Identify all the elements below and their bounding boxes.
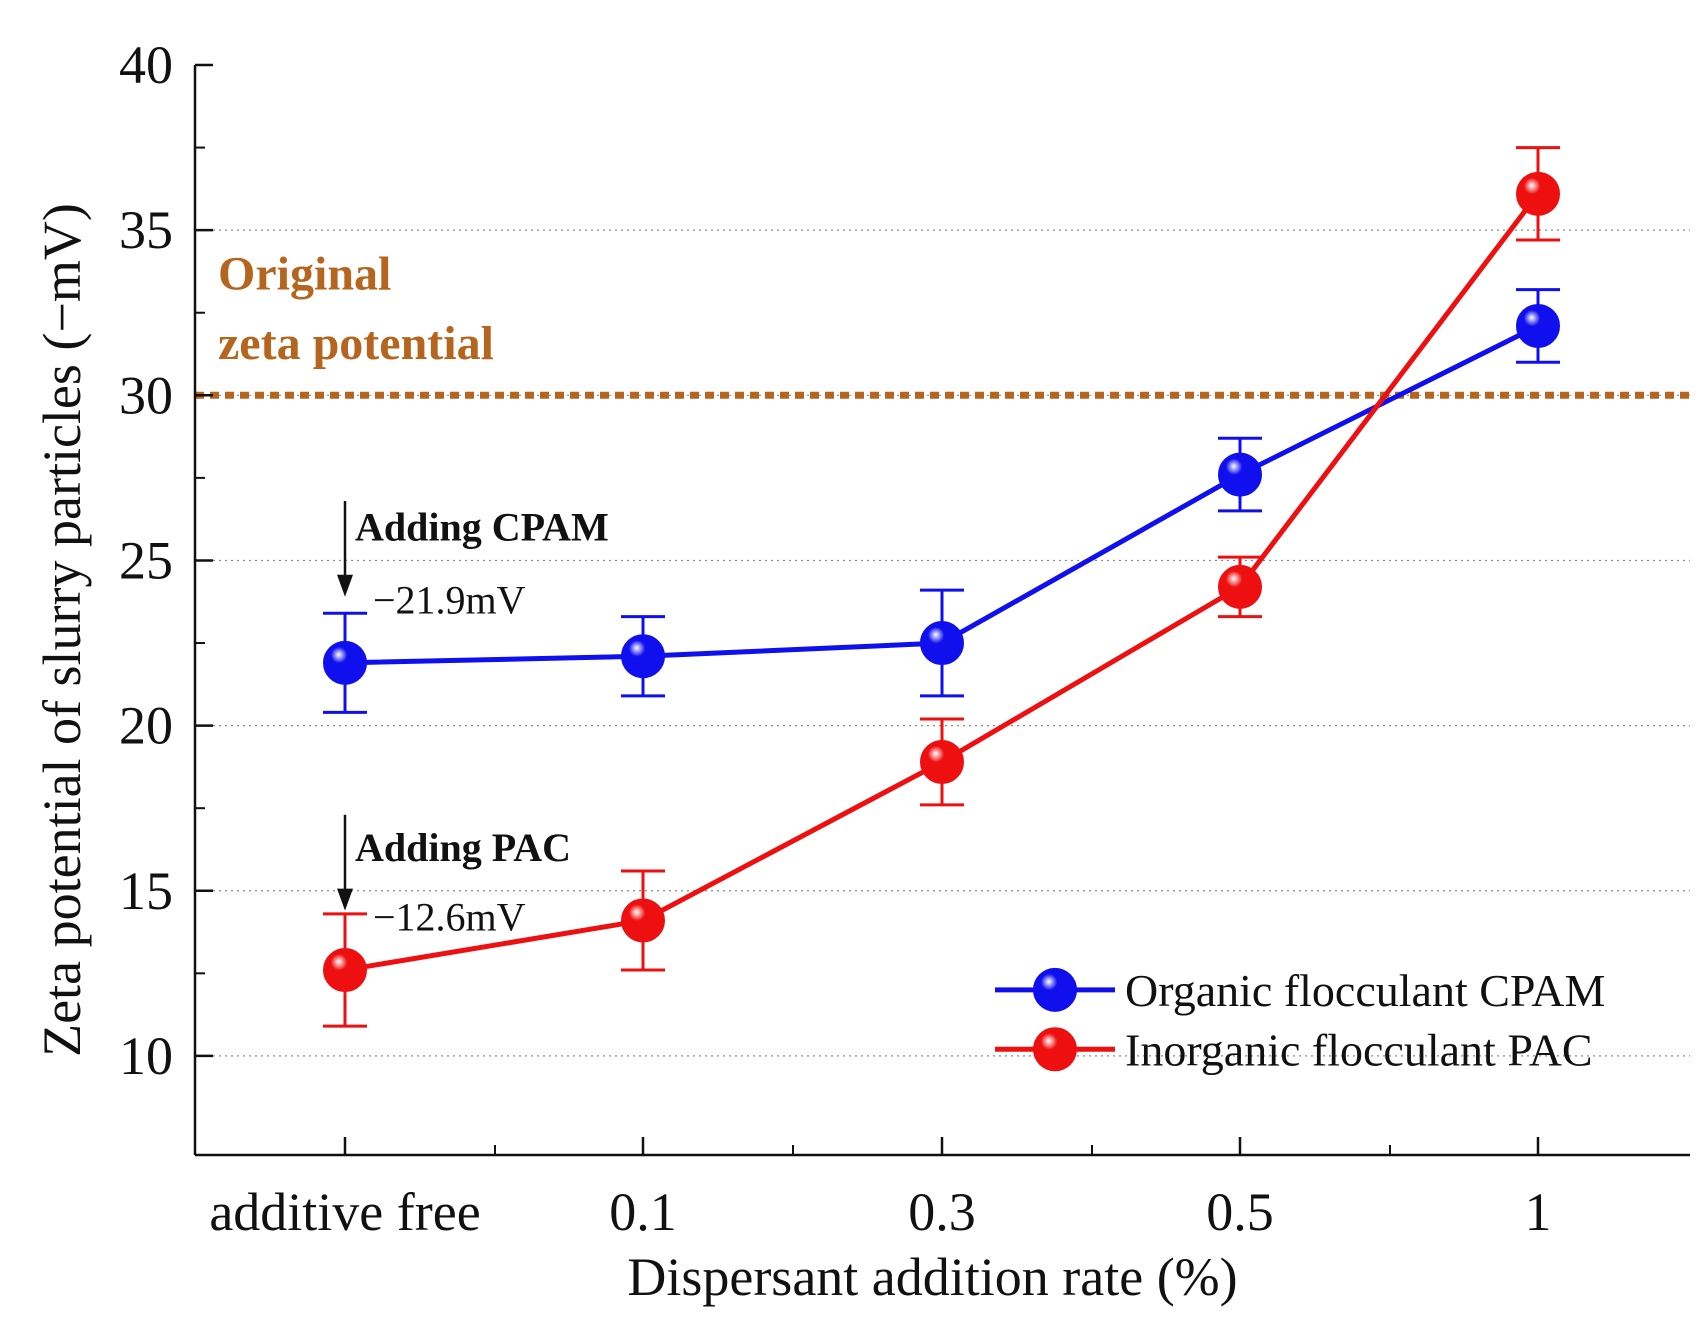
data-point-1-2 bbox=[920, 739, 964, 784]
data-point-1-0 bbox=[323, 948, 367, 993]
y-tick-label-30: 30 bbox=[119, 365, 173, 425]
y-axis-title: Zeta potential of slurry particles (−mV) bbox=[32, 203, 92, 1057]
ticks-layer: 10 15 20 25 30 35 40 additive free 0.1 0.3 0.5 1 bbox=[119, 35, 1552, 1242]
annotation-adding-pac: Adding PAC bbox=[355, 825, 571, 870]
y-tick-label-25: 25 bbox=[119, 530, 173, 590]
annotation-adding-cpam: Adding CPAM bbox=[355, 505, 609, 550]
data-point-0-0 bbox=[323, 640, 367, 685]
x-tick-label-0: additive free bbox=[209, 1182, 480, 1242]
data-point-0-1 bbox=[621, 634, 665, 679]
data-point-1-1 bbox=[621, 898, 665, 943]
x-tick-label-2: 0.3 bbox=[908, 1182, 976, 1242]
y-tick-label-10: 10 bbox=[119, 1026, 173, 1086]
data-point-0-3 bbox=[1218, 452, 1262, 497]
legend-label-pac: Inorganic flocculant PAC bbox=[1125, 1024, 1593, 1075]
y-tick-label-35: 35 bbox=[119, 200, 173, 260]
data-point-0-2 bbox=[920, 621, 964, 666]
x-tick-label-4: 1 bbox=[1525, 1182, 1552, 1242]
legend: Organic flocculant CPAM Inorganic floccu… bbox=[995, 965, 1605, 1075]
reference-label-line1: Original bbox=[218, 248, 391, 301]
y-tick-label-15: 15 bbox=[119, 861, 173, 921]
x-tick-label-1: 0.1 bbox=[609, 1182, 677, 1242]
data-point-0-4 bbox=[1516, 303, 1560, 348]
pac-arrow-head bbox=[337, 888, 353, 911]
series-0 bbox=[323, 288, 1560, 714]
x-tick-label-3: 0.5 bbox=[1206, 1182, 1274, 1242]
x-axis-title: Dispersant addition rate (%) bbox=[627, 1247, 1237, 1307]
y-tick-label-20: 20 bbox=[119, 696, 173, 756]
cpam-arrow-head bbox=[337, 574, 353, 597]
legend-marker-1 bbox=[1033, 1027, 1077, 1072]
annotation-layer: Adding CPAM −21.9mV Adding PAC −12.6mV bbox=[337, 501, 609, 939]
data-point-1-4 bbox=[1516, 171, 1560, 216]
annotation-pac-value: −12.6mV bbox=[373, 894, 526, 939]
y-tick-label-40: 40 bbox=[119, 35, 173, 95]
annotation-cpam-value: −21.9mV bbox=[373, 577, 526, 622]
legend-label-cpam: Organic flocculant CPAM bbox=[1125, 965, 1605, 1016]
legend-marker-0 bbox=[1033, 967, 1077, 1012]
reference-label-line2: zeta potential bbox=[218, 317, 494, 370]
series-1 bbox=[323, 146, 1560, 1028]
data-point-1-3 bbox=[1218, 564, 1262, 609]
reference-layer: Original zeta potential bbox=[195, 248, 1690, 399]
series-layer bbox=[323, 146, 1560, 1028]
